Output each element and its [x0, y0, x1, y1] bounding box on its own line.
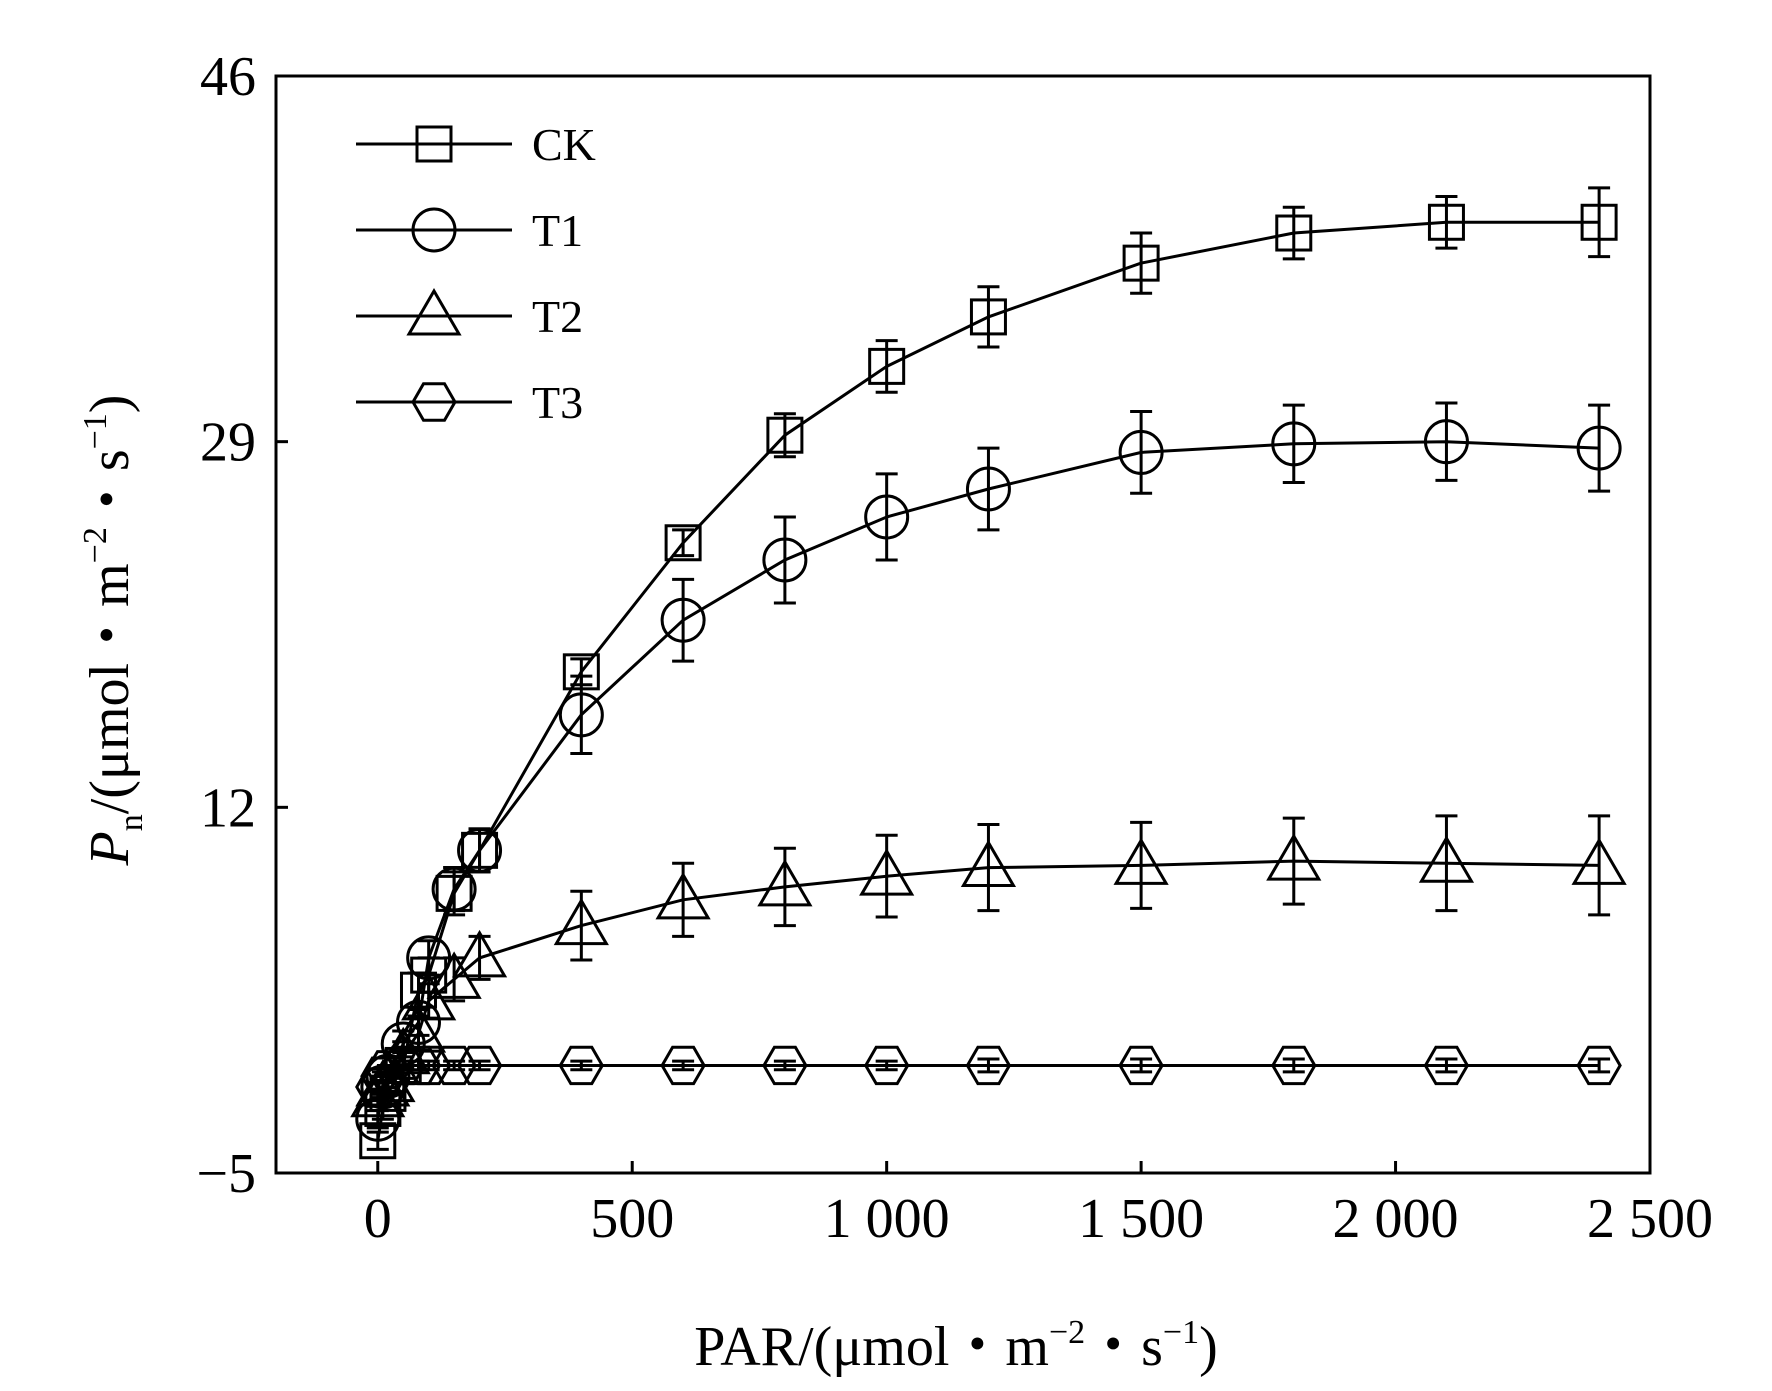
series-t1 — [355, 401, 1622, 1142]
y-tick-label: 46 — [200, 46, 256, 108]
data-point-marker — [859, 848, 915, 896]
legend-marker — [411, 207, 457, 253]
data-point-marker — [1118, 429, 1164, 475]
series-line — [376, 220, 1600, 1141]
y-axis-title-main: /(μmol・m — [79, 563, 141, 814]
data-point-marker — [431, 1045, 477, 1086]
y-axis-title-italic: P — [79, 831, 141, 866]
data-point-marker — [1118, 1045, 1164, 1086]
legend-marker — [406, 288, 462, 336]
data-point-marker — [360, 1056, 406, 1096]
data-point-marker — [1275, 214, 1313, 252]
data-point-marker — [655, 871, 711, 920]
legend-item-t3: T3 — [356, 377, 583, 428]
y-axis-title-exp1: −2 — [77, 527, 114, 563]
data-point-marker — [1418, 835, 1475, 883]
x-tick-label: 2 500 — [1587, 1188, 1713, 1250]
legend-item-t2: T2 — [356, 288, 583, 342]
data-point-marker — [405, 1045, 452, 1086]
y-axis-title-end: ) — [79, 395, 141, 414]
data-point-marker — [1122, 244, 1160, 282]
data-point-marker — [431, 866, 477, 912]
y-tick-label: 29 — [200, 412, 256, 474]
data-point-marker — [1571, 837, 1627, 885]
data-point-marker — [553, 897, 609, 946]
y-tick-label: −5 — [196, 1143, 256, 1205]
x-axis-title-end: ) — [1199, 1316, 1218, 1378]
y-axis-title-sub: n — [113, 814, 150, 831]
data-point-marker — [1266, 833, 1322, 881]
legend-marker — [415, 125, 453, 163]
data-point-marker — [1423, 1045, 1470, 1086]
data-point-marker — [1423, 419, 1469, 465]
x-axis-title-mid: ・s — [1085, 1316, 1163, 1378]
x-axis-ticks: 0 500 1 000 1 500 2 000 2 500 — [364, 1161, 1713, 1250]
y-tick-label: 12 — [200, 777, 256, 839]
data-point-marker — [664, 524, 702, 562]
y-axis-title-exp2: −1 — [77, 413, 114, 449]
data-point-marker — [863, 1045, 910, 1086]
x-tick-label: 0 — [364, 1188, 392, 1250]
data-point-marker — [1271, 1045, 1317, 1086]
x-tick-label: 2 000 — [1333, 1188, 1459, 1250]
y-axis-ticks: −5 12 29 46 — [196, 46, 288, 1205]
data-point-marker — [660, 1045, 706, 1086]
data-point-marker — [1271, 421, 1317, 467]
data-point-marker — [451, 929, 508, 978]
series-layer — [350, 186, 1627, 1160]
data-point-marker — [965, 1045, 1012, 1086]
data-point-marker — [365, 1050, 411, 1090]
data-point-marker — [762, 537, 808, 583]
x-tick-label: 1 500 — [1078, 1188, 1204, 1250]
legend-label: CK — [532, 119, 596, 170]
data-point-marker — [660, 597, 706, 643]
x-axis-title-exp1: −2 — [1049, 1314, 1085, 1351]
data-point-marker — [757, 858, 813, 907]
data-point-marker — [456, 1045, 503, 1086]
x-tick-label: 500 — [590, 1188, 674, 1250]
data-point-marker — [1576, 425, 1622, 471]
x-axis-title-exp2: −1 — [1163, 1314, 1199, 1351]
data-point-marker — [457, 827, 503, 873]
data-point-marker — [864, 494, 910, 540]
x-axis-title-main: PAR/(μmol・m — [694, 1316, 1049, 1378]
y-axis-title: Pn/(μmol・m−2・s−1) — [77, 395, 150, 867]
data-point-marker — [558, 1045, 605, 1086]
series-line — [376, 440, 1600, 1120]
series-t3 — [355, 1045, 1622, 1107]
data-point-marker — [1113, 837, 1169, 885]
data-point-marker — [762, 1045, 808, 1086]
plot-frame — [274, 74, 1652, 1175]
data-point-marker — [390, 1005, 447, 1053]
data-point-marker — [1580, 203, 1618, 241]
legend-label: T3 — [532, 377, 583, 428]
data-point-marker — [965, 466, 1011, 512]
data-point-marker — [1427, 203, 1465, 241]
legend-marker — [411, 382, 457, 422]
legend-label: T1 — [532, 205, 583, 256]
data-point-marker — [1576, 1045, 1622, 1086]
x-axis-title: PAR/(μmol・m−2・s−1) — [694, 1314, 1218, 1378]
data-point-marker — [969, 298, 1007, 336]
data-point-marker — [960, 839, 1017, 888]
legend-label: T2 — [532, 291, 583, 342]
data-point-marker — [868, 347, 906, 385]
legend-item-ck: CK — [356, 119, 596, 170]
x-tick-label: 1 000 — [824, 1188, 950, 1250]
data-point-marker — [766, 416, 804, 454]
legend-item-t1: T1 — [356, 205, 583, 256]
legend: CK T1 T2 T3 — [356, 119, 596, 428]
data-point-marker — [558, 692, 604, 738]
y-axis-title-mid: ・s — [79, 449, 141, 527]
